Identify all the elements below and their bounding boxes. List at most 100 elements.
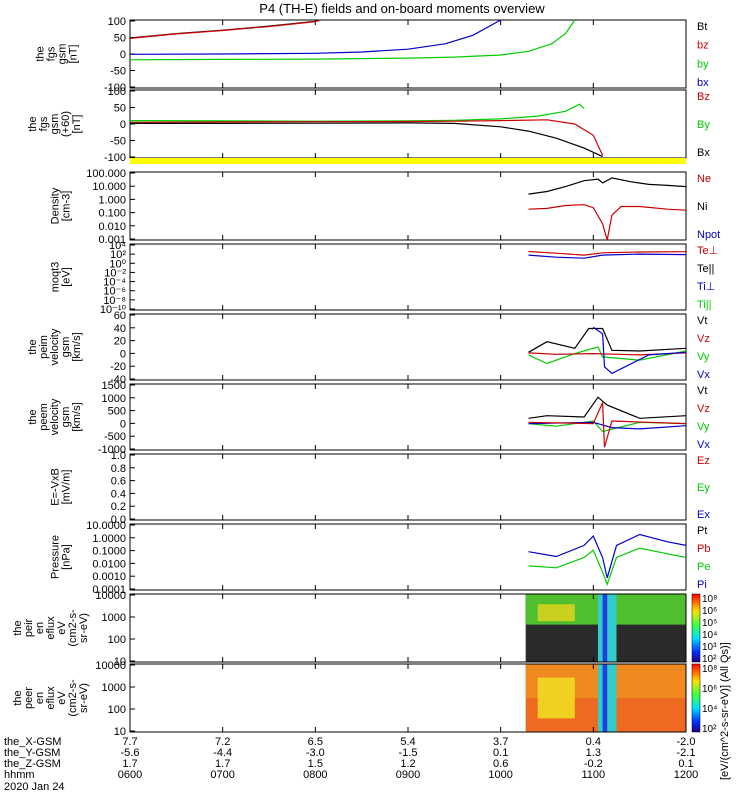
- legend-item: Ti⊥: [697, 281, 715, 293]
- series-line-pe: [528, 547, 687, 587]
- x-axis-value: -0.2: [584, 758, 603, 770]
- y-tick-label: 0.010: [98, 221, 126, 233]
- spectrogram-central-core: [602, 664, 608, 732]
- colorbar-tick-label: 10²: [702, 724, 717, 735]
- colorbar-tick-label: 10²: [702, 654, 717, 665]
- legend-item: Ti||: [697, 299, 711, 311]
- x-axis-value: 0.4: [586, 736, 601, 748]
- colorbar-tick-label: 10⁴: [702, 704, 717, 715]
- y-tick-label: 10⁻⁸: [103, 295, 126, 307]
- legend-item: by: [697, 58, 709, 70]
- colorbar-tick-label: 10⁶: [702, 606, 717, 617]
- series-line-vt: [528, 327, 687, 353]
- x-axis-value: 1100: [582, 769, 606, 781]
- x-axis-value: -1.5: [399, 747, 418, 759]
- colorbar-tick-label: 10³: [702, 642, 717, 653]
- y-tick-label: 0.2: [111, 501, 126, 513]
- y-tick-label: 0: [120, 119, 126, 131]
- y-tick-label: 10²: [110, 249, 126, 261]
- panel-9: 10000 1000 100 10 thepeirenefluxeV(cm2-s-sr-…: [12, 590, 687, 668]
- y-tick-label: 1500: [102, 380, 126, 392]
- y-tick-label: 0.0010: [92, 571, 126, 583]
- colorbar-label: [eV/(cm^2-s-sr-eV)] (All Qs)]: [719, 642, 731, 780]
- legend-item: Ni: [697, 201, 707, 213]
- y-tick-label: -40: [110, 374, 126, 386]
- x-axis-value: -3.0: [306, 747, 325, 759]
- x-axis-value: 1000: [488, 769, 512, 781]
- x-axis-value: 1200: [674, 769, 698, 781]
- legend-item: Npot: [697, 229, 720, 241]
- y-tick-label: -1000: [98, 444, 126, 456]
- legend-item: Pt: [697, 525, 707, 537]
- x-axis-value: 7.2: [215, 736, 230, 748]
- panel-frame: [129, 453, 687, 521]
- y-tick-label: 1000: [102, 393, 126, 405]
- x-axis-value: 1.7: [215, 758, 230, 770]
- y-tick-label: 10.0000: [86, 520, 126, 532]
- legend-item: bx: [697, 77, 709, 89]
- y-axis-label: thepeemvelocitygsm[km/s]: [27, 398, 83, 435]
- y-tick-label: -100: [104, 82, 126, 94]
- y-tick-label: -500: [104, 431, 126, 443]
- colorbar-tick-label: 10⁶: [702, 684, 717, 695]
- figure-title: P4 (TH-E) fields and on-board moments ov…: [259, 1, 545, 16]
- series-line-vz: [528, 402, 687, 448]
- y-tick-label: 1000: [102, 612, 126, 624]
- spectrogram-band-yellow: [537, 677, 575, 719]
- legend-item: Te⊥: [697, 245, 718, 257]
- legend-item: Vy: [697, 421, 710, 433]
- legend-item: Ne: [697, 173, 711, 185]
- colorbar: [691, 593, 701, 663]
- y-tick-label: 50: [114, 103, 126, 115]
- y-tick-label: 10: [114, 726, 126, 738]
- colorbar: [691, 663, 701, 733]
- y-tick-label: 0.100: [98, 208, 126, 220]
- legend-item: Bz: [697, 91, 710, 103]
- legend-item: Vy: [697, 351, 710, 363]
- spectrogram-central-core: [602, 594, 608, 662]
- y-tick-label: -100: [104, 152, 126, 164]
- y-axis-label: thefgsgsm(+60)[nT]: [27, 111, 83, 137]
- series-line-bx: [129, 19, 501, 55]
- y-tick-label: 10000: [95, 590, 126, 602]
- colorbar-tick-label: 10⁸: [702, 664, 717, 675]
- x-axis-value: 0900: [396, 769, 420, 781]
- y-tick-label: 40: [114, 323, 126, 335]
- colorbar-tick-label: 10⁵: [702, 618, 717, 629]
- y-tick-label: 0.8: [111, 463, 126, 475]
- y-tick-label: 0.4: [111, 488, 126, 500]
- y-tick-label: 1.000: [98, 194, 126, 206]
- spectrogram-band-mid: [537, 604, 575, 622]
- y-tick-label: 10⁻²: [104, 267, 126, 279]
- panel-2: 100 50 0 -50 -100 thefgsgsm(+60)[nT] Bz By Bx: [27, 86, 710, 164]
- panel-10: 10000 1000 100 10 thepeerenefluxeV(cm2-s-sr-…: [12, 660, 687, 738]
- date-label: 2020 Jan 24: [4, 781, 65, 793]
- legend-item: Pe: [697, 561, 710, 573]
- legend-item: Pb: [697, 543, 710, 555]
- legend-item: Ez: [697, 455, 710, 467]
- y-tick-label: -50: [110, 136, 126, 148]
- series-line-vt: [528, 396, 687, 419]
- panel-1: 100 50 0 -50 -100 thefgsgsm[nT] Bt bz by bx: [34, 16, 709, 94]
- legend-item: Vz: [697, 333, 710, 345]
- y-axis-label: E=-VxB[mV/m]: [49, 468, 72, 506]
- y-tick-label: 50: [114, 33, 126, 45]
- y-tick-label: 100: [108, 634, 126, 646]
- x-axis-value: -4.4: [213, 747, 232, 759]
- legend-item: bz: [697, 40, 709, 52]
- x-axis-value: 1.7: [122, 758, 137, 770]
- series-line-by: [129, 19, 576, 61]
- x-axis-value: 3.7: [493, 736, 508, 748]
- x-axis-row-label: the_Z-GSM: [4, 758, 61, 770]
- panel-frame: [129, 243, 687, 311]
- series-line-ti: [528, 253, 687, 259]
- series-line-te: [528, 250, 687, 256]
- y-tick-label: 10⁻⁶: [103, 286, 126, 298]
- series-line-ni: [528, 177, 687, 195]
- legend-item: Te||: [697, 263, 714, 275]
- y-tick-label: 10⁻¹⁰: [100, 304, 127, 316]
